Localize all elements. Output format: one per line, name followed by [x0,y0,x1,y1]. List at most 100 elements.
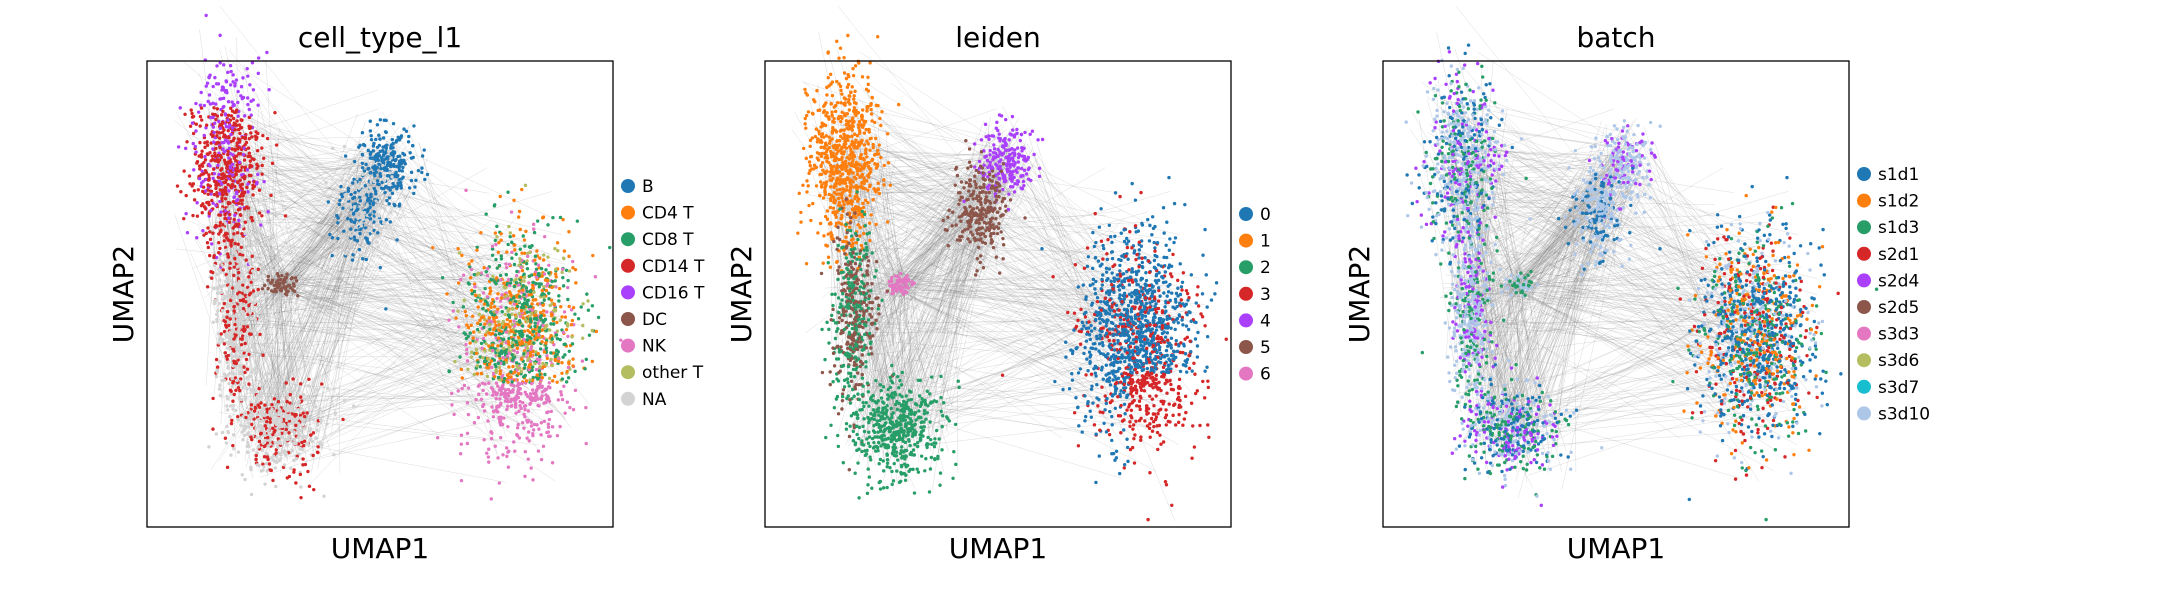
data-point [532,272,537,277]
data-point [361,196,366,200]
edge-line [256,201,367,444]
legend-marker [621,179,635,193]
data-point [269,468,274,473]
data-point [480,404,485,409]
data-point [236,283,241,287]
data-point [537,329,542,334]
data-point [237,218,241,223]
data-point [535,387,539,392]
data-point [247,417,251,421]
data-point [225,294,229,298]
data-point [366,166,371,171]
data-point [516,215,521,219]
data-point [195,214,200,218]
data-point [518,399,522,404]
data-point [263,482,267,486]
data-point [269,193,273,198]
data-point [246,296,251,301]
data-point [506,404,510,408]
data-point [306,384,311,388]
data-point [219,270,223,275]
data-point [506,297,510,301]
data-point [217,341,221,345]
edge-line [216,346,289,427]
data-point [301,392,306,397]
edge-line [325,210,523,445]
data-point [508,231,512,235]
data-point [570,259,575,264]
edge-line [239,158,361,277]
data-point [298,472,303,477]
data-point [228,174,232,179]
data-point [580,336,585,340]
data-point [298,382,303,386]
data-point [352,205,357,209]
data-point [217,387,222,391]
data-point [514,277,518,282]
data-point [300,435,304,439]
data-point [229,114,234,118]
data-point [507,365,511,369]
data-point [217,179,222,183]
edge-line [252,156,365,175]
data-point [510,250,514,254]
data-point [231,347,236,352]
data-point [508,291,512,295]
data-point [261,382,265,386]
data-point [236,89,240,94]
data-point [232,273,236,278]
data-point [493,320,497,324]
data-point [481,355,485,360]
data-point [554,333,559,337]
data-point [233,213,237,217]
data-point [529,420,534,424]
data-point [360,161,365,165]
data-point [339,184,343,189]
data-point [399,158,403,162]
data-point [255,181,259,185]
data-point [194,150,198,154]
data-point [499,401,503,405]
edge-line [408,126,498,419]
data-point [550,425,555,429]
data-point [383,207,387,211]
data-point [289,406,293,410]
data-point [524,342,528,347]
data-point [287,431,291,435]
edge-line [204,153,338,199]
edge-line [268,196,346,289]
data-point [567,254,571,259]
data-point [332,239,337,244]
data-point [216,332,221,336]
data-point [214,224,219,228]
data-point [205,200,209,205]
data-point [347,176,352,180]
edge-line [291,236,379,294]
data-point [196,188,200,192]
data-point [481,388,485,393]
data-point [527,324,531,328]
data-point [228,266,232,270]
data-point [559,390,563,394]
edge-line [231,327,253,479]
data-point [229,421,234,426]
edge-line [228,347,519,400]
data-point [301,411,305,415]
data-point [254,370,259,375]
data-point [534,313,538,317]
data-point [218,145,222,150]
data-point [497,481,502,485]
data-point [256,164,260,168]
data-point [472,272,477,277]
data-point [504,262,508,266]
data-point [199,155,204,159]
edge-line [214,219,283,287]
data-point [570,335,574,339]
data-point [218,122,223,127]
data-point [258,393,262,398]
data-point [311,417,316,422]
data-point [218,257,222,262]
data-point [490,253,495,258]
data-point [280,400,285,404]
data-point [522,337,526,342]
